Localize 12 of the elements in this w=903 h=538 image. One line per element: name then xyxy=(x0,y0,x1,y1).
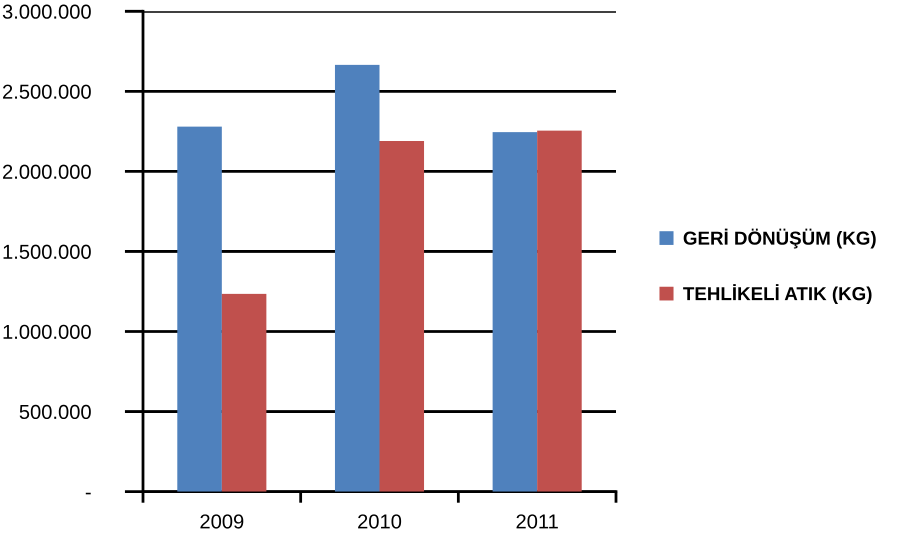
y-tick-label: 3.000.000 xyxy=(2,4,91,19)
y-tick-label: 2.000.000 xyxy=(3,164,91,179)
x-tick-label: 2011 xyxy=(516,514,558,529)
y-tick-label: 500.000 xyxy=(20,404,91,420)
y-tick-label: 1.500.000 xyxy=(4,244,91,259)
y-tick-label: 1.000.000 xyxy=(4,324,91,339)
y-tick-label: 2.500.000 xyxy=(3,84,91,99)
x-tick-label: 2010 xyxy=(358,514,402,529)
x-tick-label: 2009 xyxy=(200,514,244,529)
legend-label: TEHLİKELİ ATIK (KG) xyxy=(683,284,872,304)
legend-label: GERİ DÖNÜŞÜM (KG) xyxy=(684,228,876,248)
y-tick-label: - xyxy=(86,492,91,494)
